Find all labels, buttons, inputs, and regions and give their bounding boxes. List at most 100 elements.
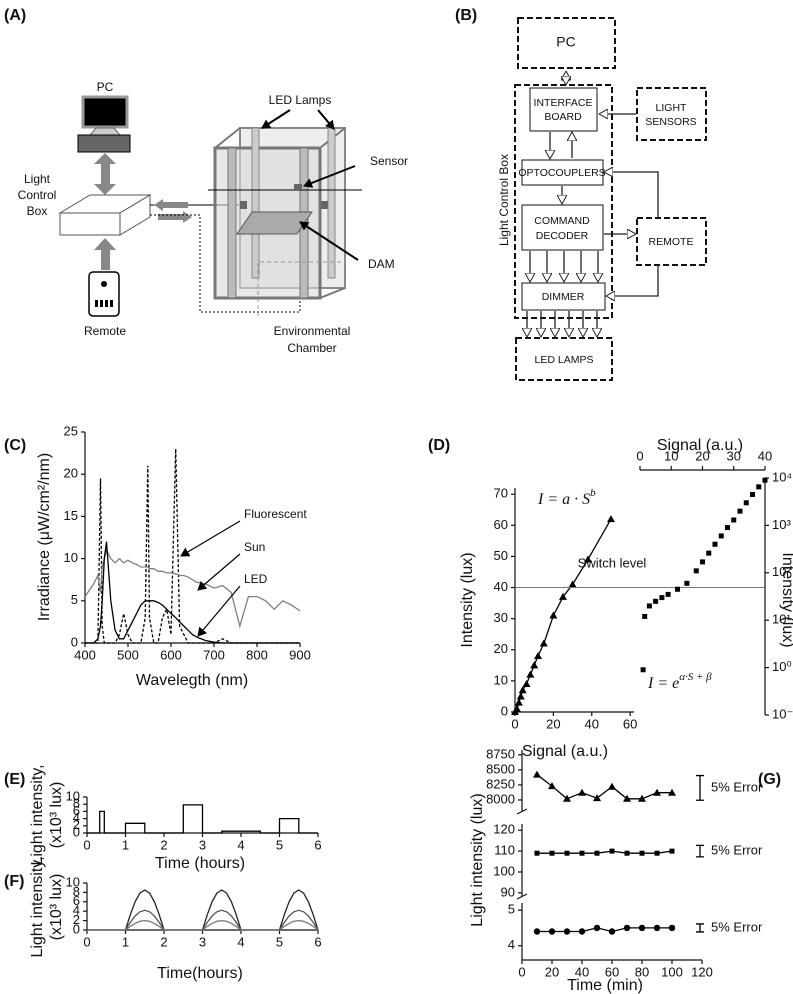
y-tick-label: 10 xyxy=(66,788,80,803)
y-tick-label: 5 xyxy=(508,902,515,917)
y-tick-label: 60 xyxy=(494,517,508,532)
bracket xyxy=(240,201,247,209)
x-tick-label: 4 xyxy=(237,837,244,852)
y-tick-label: 50 xyxy=(494,548,508,563)
data-line xyxy=(87,919,319,931)
x-tick-label: 4 xyxy=(237,934,244,949)
y-tick-label: 110 xyxy=(494,843,515,858)
arrow xyxy=(607,266,659,296)
error-label: 5% Error xyxy=(711,919,763,934)
marker xyxy=(534,850,540,856)
marker xyxy=(579,850,585,856)
chamber-label: Environmental xyxy=(274,324,351,338)
lamp-bar xyxy=(251,127,260,279)
pc-arrow xyxy=(94,153,116,195)
node-label: OPTOCOUPLERS xyxy=(518,167,605,179)
y-tick-label: 30 xyxy=(494,610,508,625)
x-tick-label: 2 xyxy=(160,934,167,949)
shelf-outline xyxy=(257,261,345,316)
y-tick-label: 0 xyxy=(501,703,508,718)
marker xyxy=(653,598,659,604)
x-tick-label: 5 xyxy=(276,934,283,949)
marker xyxy=(564,850,570,856)
marker xyxy=(684,580,690,586)
x-tick-label: 2 xyxy=(160,837,167,852)
y-tick-label: 5 xyxy=(71,592,78,607)
y-tick-label: 100 xyxy=(493,863,515,878)
y-tick-label: 0 xyxy=(73,921,80,936)
remote-arrow xyxy=(94,238,116,270)
x-tick-label: 5 xyxy=(276,837,283,852)
marker xyxy=(533,928,541,935)
y-tick-label: 20 xyxy=(64,466,78,481)
x-tick-label: 60 xyxy=(605,964,619,979)
box-label: Control xyxy=(18,188,57,202)
marker xyxy=(646,603,652,609)
y-tick-label: 25 xyxy=(64,423,78,438)
x-axis-label: Time(hours) xyxy=(157,965,243,982)
marker xyxy=(578,928,586,935)
error-label: 5% Error xyxy=(711,779,763,794)
marker xyxy=(638,924,646,932)
data-line xyxy=(85,448,300,644)
marker xyxy=(762,477,768,483)
x-tick-label: 0 xyxy=(83,934,90,949)
y-axis-label: (x10³ lux) xyxy=(48,874,65,941)
y-axis-label: Irradiance (μW/cm²/nm) xyxy=(36,453,53,621)
x-tick-label: 60 xyxy=(623,716,637,731)
node-label: PC xyxy=(556,34,575,50)
panel-label: (B) xyxy=(455,7,477,24)
marker xyxy=(659,595,665,601)
node xyxy=(636,87,707,141)
panel-label: (G) xyxy=(758,771,781,788)
node xyxy=(529,87,598,132)
panel-label: (F) xyxy=(4,873,24,890)
marker xyxy=(518,686,527,694)
y-tick-label: 10⁴ xyxy=(772,469,792,484)
x-axis-label: Time (hours) xyxy=(155,855,245,872)
x-axis-label: Signal (a.u.) xyxy=(657,437,743,454)
diagram-b: (B) PC Light Control Box INTERFACE BOARD… xyxy=(455,7,707,381)
marker xyxy=(706,550,712,556)
x-tick-label: 20 xyxy=(545,964,559,979)
x-tick-label: 10 xyxy=(664,448,678,463)
remote-keys xyxy=(95,300,113,307)
dotted-cable xyxy=(150,214,301,313)
x-tick-label: 900 xyxy=(289,647,311,662)
y-axis-label: Intensity (lux) xyxy=(779,552,793,647)
y-tick-label: 10 xyxy=(64,550,78,565)
formula-exponent: b xyxy=(590,487,596,499)
x-tick-label: 80 xyxy=(635,964,649,979)
arrow xyxy=(605,172,659,218)
axis-break xyxy=(516,893,528,900)
error-label: 5% Error xyxy=(711,843,763,858)
box-label: Light xyxy=(24,172,51,186)
y-tick-label: 120 xyxy=(493,822,515,837)
marker xyxy=(712,541,718,547)
chamber-label: Chamber xyxy=(287,341,336,355)
box-front xyxy=(59,212,121,236)
y-tick-label: 6 xyxy=(73,893,80,908)
marker xyxy=(756,484,762,490)
marker xyxy=(563,794,571,802)
marker xyxy=(548,782,556,790)
x-tick-label: 100 xyxy=(661,964,683,979)
panel-label: (A) xyxy=(4,7,26,24)
node xyxy=(515,337,613,381)
marker xyxy=(593,924,601,932)
sensor-label: Sensor xyxy=(370,154,408,168)
y-tick-label: 8750 xyxy=(486,746,515,761)
x-axis-label: Time (min) xyxy=(567,977,643,994)
x-tick-label: 40 xyxy=(758,448,772,463)
y-tick-label: 8500 xyxy=(486,761,515,776)
x-tick-label: 40 xyxy=(575,964,589,979)
panel-label: (E) xyxy=(4,771,25,788)
node-label: DIMMER xyxy=(542,291,585,303)
panel-label: (D) xyxy=(428,437,450,454)
x-tick-label: 800 xyxy=(246,647,268,662)
marker xyxy=(578,788,586,796)
y-tick-label: 40 xyxy=(494,579,508,594)
arrow-group xyxy=(527,251,598,336)
lamps-label: LED Lamps xyxy=(269,93,332,107)
marker xyxy=(640,667,646,673)
